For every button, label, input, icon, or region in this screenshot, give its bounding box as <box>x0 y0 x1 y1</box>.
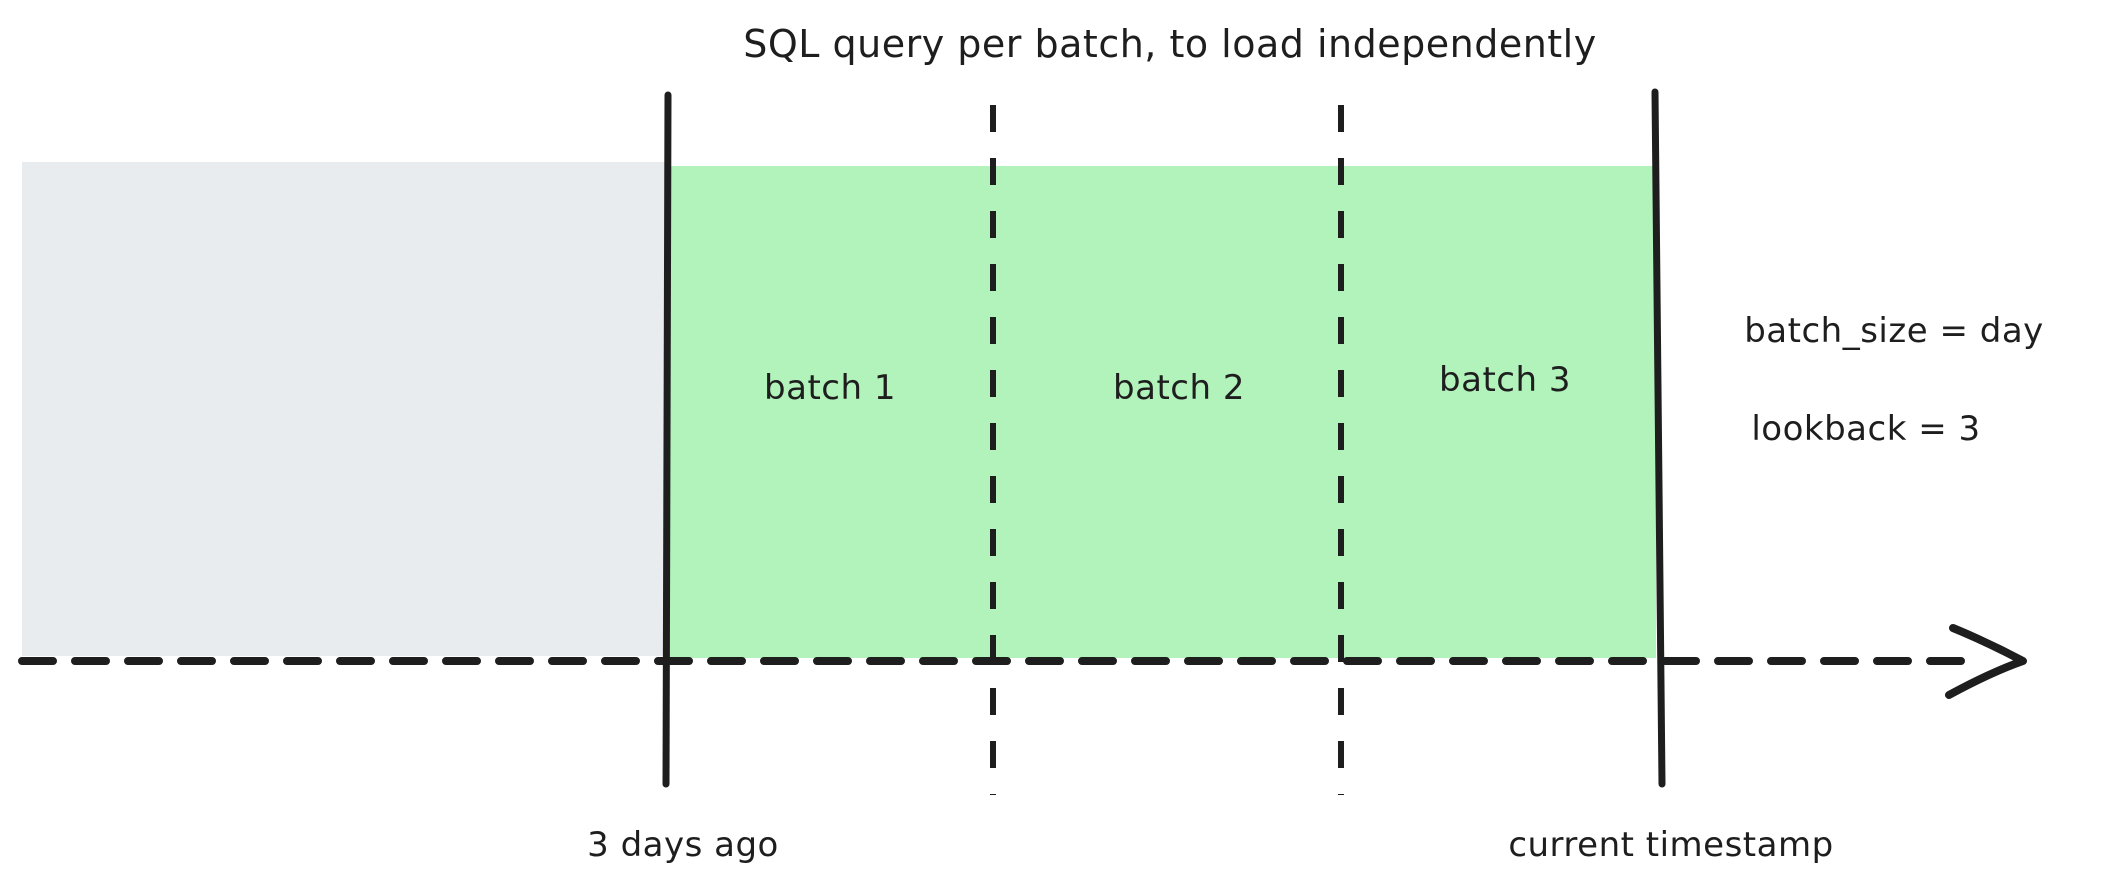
annotation-batch-size: batch_size = day <box>1744 311 2044 351</box>
annotation-lookback: lookback = 3 <box>1751 409 1980 449</box>
timeline-arrowhead-icon <box>1945 624 2027 699</box>
batch-window-region <box>666 166 1656 658</box>
batch-1-label: batch 1 <box>764 368 896 408</box>
diagram-title: SQL query per batch, to load independent… <box>743 22 1596 66</box>
batch-2-label: batch 2 <box>1113 368 1245 408</box>
past-data-region <box>22 162 666 656</box>
boundary-line-3-days-ago <box>662 91 672 788</box>
batch-3-label: batch 3 <box>1439 360 1571 400</box>
timeline-end-label: current timestamp <box>1508 825 1833 865</box>
timeline-start-label: 3 days ago <box>587 825 779 865</box>
boundary-line-current-timestamp <box>1651 88 1666 788</box>
